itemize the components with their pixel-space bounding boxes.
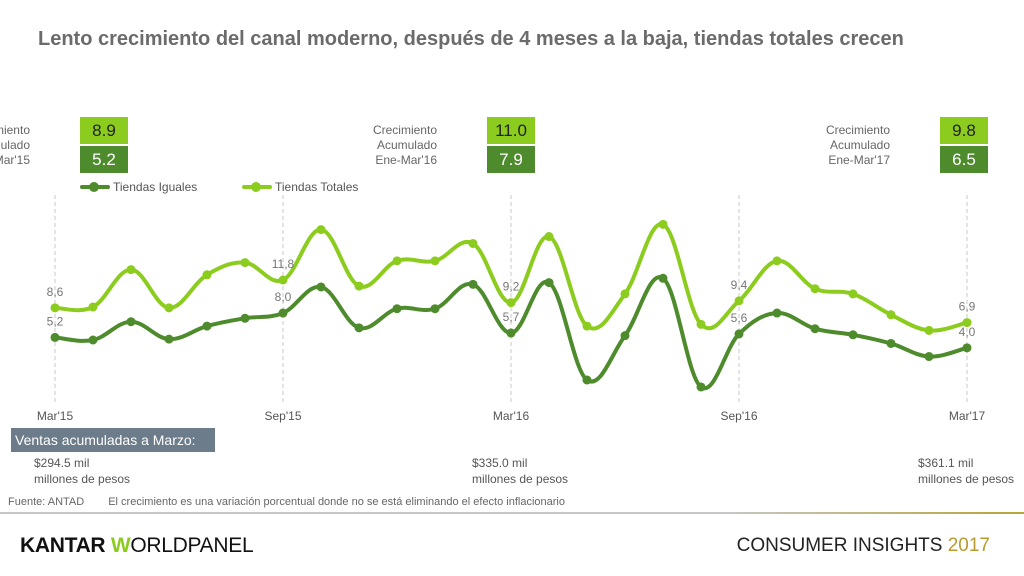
data-point	[240, 258, 250, 268]
data-point	[658, 273, 668, 283]
sales-2015: $294.5 mil millones de pesos	[34, 456, 131, 486]
page-title: Lento crecimiento del canal moderno, des…	[38, 28, 904, 50]
data-point	[620, 289, 630, 299]
kpi-label: Crecimiento Acumulado Ene-Mar'17	[825, 123, 890, 167]
data-point	[696, 319, 706, 329]
data-point	[772, 256, 782, 266]
data-point	[924, 325, 934, 335]
data-point	[506, 328, 516, 338]
source-text: Fuente: ANTAD	[8, 496, 85, 508]
data-point	[810, 324, 820, 334]
data-point	[354, 281, 364, 291]
data-point	[582, 375, 592, 385]
data-point	[924, 352, 934, 362]
legend-tiendas-iguales: Tiendas Iguales	[80, 180, 197, 194]
data-point	[202, 270, 212, 280]
consumer-insights-label: CONSUMER INSIGHTS 2017	[736, 535, 990, 556]
data-point	[772, 308, 782, 318]
data-point	[848, 289, 858, 299]
data-point	[316, 282, 326, 292]
series-line	[53, 275, 969, 391]
data-point	[544, 278, 554, 288]
kantar-worldpanel-logo: KANTAR WORLDPANEL	[20, 534, 254, 557]
data-point	[164, 303, 174, 313]
x-tick-label: Mar'16	[493, 409, 530, 423]
data-label: 5,7	[503, 310, 520, 324]
legend-swatch	[242, 182, 272, 192]
data-point	[582, 321, 592, 331]
data-point	[696, 382, 706, 392]
data-point	[88, 302, 98, 312]
x-tick-label: Sep'16	[721, 409, 758, 423]
data-point	[278, 275, 288, 285]
kpi-total-value: 9.8	[940, 117, 988, 144]
data-point	[734, 296, 744, 306]
data-point	[392, 256, 402, 266]
sales-2016: $335.0 mil millones de pesos	[472, 456, 569, 486]
kpi-same-store-value: 7.9	[487, 146, 535, 173]
legend-swatch	[80, 182, 110, 192]
data-point	[886, 338, 896, 348]
data-label: 5,2	[47, 314, 64, 328]
data-point	[126, 317, 136, 327]
note-text: El crecimiento es una variación porcentu…	[108, 496, 565, 508]
data-point	[544, 232, 554, 242]
legend-tiendas-totales: Tiendas Totales	[242, 180, 358, 194]
data-point	[202, 321, 212, 331]
data-point	[88, 335, 98, 345]
x-tick-label: Mar'17	[949, 409, 986, 423]
data-point	[354, 323, 364, 333]
kpi-total-value: 11.0	[487, 117, 535, 144]
data-point	[316, 225, 326, 235]
data-label: 9,2	[503, 280, 520, 294]
data-point	[734, 329, 744, 339]
legend-label: Tiendas Iguales	[113, 180, 198, 194]
line-chart: Mar'15 Sep'15 Mar'16 Sep'16 Mar'17 5,2 8,6 8,0 1…	[37, 195, 986, 423]
x-tick-label: Sep'15	[265, 409, 302, 423]
data-point	[392, 304, 402, 314]
data-point	[658, 219, 668, 229]
divider	[0, 512, 1024, 514]
data-point	[506, 298, 516, 308]
data-label: 5,6	[731, 311, 748, 325]
data-point	[468, 279, 478, 289]
kpi-same-store-value: 6.5	[940, 146, 988, 173]
data-point	[886, 310, 896, 320]
data-point	[50, 303, 60, 313]
sales-2017: $361.1 mil millones de pesos	[918, 456, 1015, 486]
x-tick-label: Mar'15	[37, 409, 74, 423]
data-point	[240, 313, 250, 323]
data-label: 6,9	[959, 300, 976, 314]
data-point	[810, 284, 820, 294]
kpi-total-value: 8.9	[80, 117, 128, 144]
legend-label: Tiendas Totales	[275, 180, 359, 194]
data-label: 4,0	[959, 325, 976, 339]
data-point	[126, 265, 136, 275]
data-point	[620, 331, 630, 341]
data-point	[962, 318, 972, 328]
kpi-same-store-value: 5.2	[80, 146, 128, 173]
sales-header: Ventas acumuladas a Marzo:	[11, 428, 215, 452]
data-point	[430, 304, 440, 314]
data-point	[468, 238, 478, 248]
data-label: 11,8	[272, 257, 295, 271]
data-point	[50, 332, 60, 342]
series-line	[53, 222, 969, 333]
data-point	[962, 343, 972, 353]
data-point	[848, 330, 858, 340]
kpi-label: Crecimiento Acumulado Ene-Mar'16	[372, 123, 437, 167]
data-point	[430, 256, 440, 266]
data-label: 8,0	[275, 290, 292, 304]
data-point	[278, 308, 288, 318]
data-label: 8,6	[47, 285, 64, 299]
footnote: Fuente: ANTAD El crecimiento es una varia…	[8, 496, 565, 508]
data-label: 9,4	[731, 278, 748, 292]
data-point	[164, 334, 174, 344]
